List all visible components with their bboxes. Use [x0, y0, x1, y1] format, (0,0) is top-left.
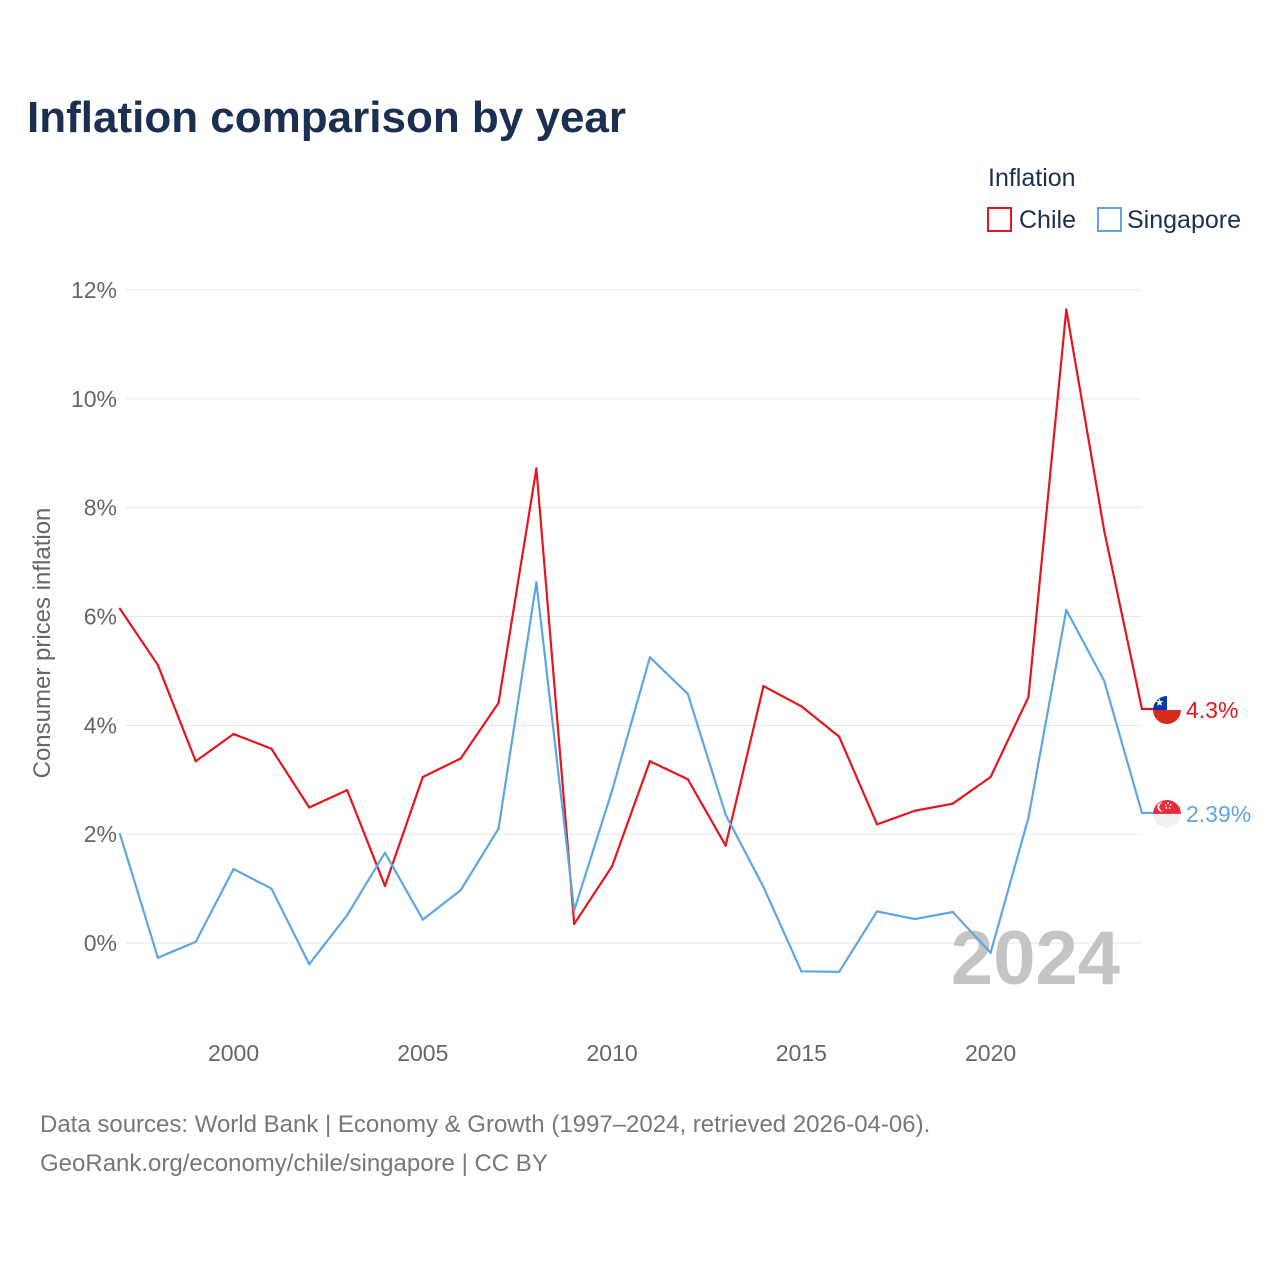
data-point-chile: [1140, 707, 1144, 711]
x-tick-label: 2020: [965, 1040, 1016, 1066]
data-point-chile: [118, 607, 122, 611]
end-markers: 4.3% 2.39%: [1153, 696, 1251, 828]
data-point-singapore: [1102, 679, 1106, 682]
data-point-singapore: [194, 940, 197, 944]
data-point-chile: [875, 823, 879, 826]
data-point-singapore: [270, 887, 273, 890]
legend-swatch: [1097, 207, 1122, 232]
series-lines: [118, 308, 1160, 974]
y-tick-label: 4%: [84, 712, 117, 738]
y-tick-label: 2%: [84, 821, 117, 847]
data-point-chile: [497, 701, 500, 705]
data-point-chile: [762, 684, 765, 688]
data-point-singapore: [686, 692, 689, 695]
data-point-singapore: [535, 581, 538, 584]
data-point-singapore: [800, 970, 803, 973]
current-year-watermark: 2024: [951, 916, 1120, 1001]
x-tick-label: 2015: [776, 1040, 827, 1066]
data-point-singapore: [875, 910, 879, 913]
data-point-chile: [345, 788, 349, 792]
data-point-chile: [951, 802, 954, 805]
legend-item-chile[interactable]: Chile: [987, 206, 1076, 234]
data-point-chile: [800, 705, 803, 708]
data-point-chile: [459, 757, 462, 760]
data-point-singapore: [837, 970, 841, 974]
data-point-singapore: [610, 789, 614, 792]
y-tick-label: 8%: [84, 495, 117, 521]
data-point-singapore: [762, 885, 765, 889]
series-line-singapore: [118, 581, 1160, 973]
x-tick-label: 2005: [397, 1040, 448, 1066]
data-point-singapore: [724, 813, 727, 816]
data-point-chile: [535, 467, 538, 470]
data-point-singapore: [308, 963, 311, 966]
data-point-chile: [724, 844, 727, 847]
data-point-singapore: [497, 827, 500, 830]
data-point-singapore: [989, 951, 992, 954]
data-point-chile: [648, 760, 652, 763]
y-tick-label: 10%: [71, 386, 117, 412]
data-point-chile: [421, 775, 425, 779]
gridlines: [126, 289, 1142, 944]
data-point-chile: [1102, 529, 1106, 532]
source-line-1: Data sources: World Bank | Economy & Gro…: [40, 1111, 930, 1138]
data-point-chile: [989, 775, 992, 779]
x-axis-ticks: 2000 2005 2010 2015 2020: [208, 1040, 1016, 1066]
x-tick-label: 2000: [208, 1040, 259, 1066]
data-point-chile: [270, 747, 273, 750]
data-point-chile: [1065, 308, 1068, 311]
data-point-singapore: [951, 910, 954, 914]
data-point-singapore: [573, 909, 576, 912]
data-point-singapore: [1065, 608, 1068, 612]
data-point-singapore: [345, 914, 349, 917]
data-point-chile: [686, 778, 689, 781]
data-point-singapore: [232, 867, 235, 871]
y-tick-label: 0%: [84, 930, 117, 956]
data-point-singapore: [156, 956, 160, 959]
legend-label: Singapore: [1127, 206, 1241, 234]
data-point-singapore: [1140, 811, 1144, 815]
legend-swatch: [987, 207, 1012, 232]
data-point-chile: [156, 663, 160, 667]
source-line-2: GeoRank.org/economy/chile/singapore | CC…: [40, 1150, 548, 1177]
data-point-singapore: [1027, 816, 1030, 820]
data-point-singapore: [118, 832, 122, 836]
data-point-chile: [194, 760, 197, 763]
legend[interactable]: Chile Singapore: [987, 206, 1241, 234]
data-point-singapore: [421, 918, 425, 921]
chart-title: Inflation comparison by year: [27, 93, 626, 142]
data-point-chile: [573, 922, 576, 926]
legend-label: Chile: [1019, 206, 1076, 234]
y-tick-label: 6%: [84, 604, 117, 630]
legend-title: Inflation: [988, 164, 1076, 192]
y-tick-label: 12%: [71, 277, 117, 303]
legend-item-singapore[interactable]: Singapore: [1097, 206, 1241, 234]
data-point-chile: [610, 865, 614, 868]
singapore-flag-icon: [1153, 799, 1181, 828]
y-axis-ticks: 0% 2% 4% 6% 8% 10% 12%: [71, 277, 117, 956]
chile-flag-icon: [1153, 696, 1181, 725]
data-point-singapore: [648, 656, 652, 659]
data-point-singapore: [913, 917, 917, 921]
data-point-chile: [383, 884, 387, 888]
x-tick-label: 2010: [586, 1040, 637, 1066]
data-point-singapore: [383, 851, 387, 854]
data-point-chile: [913, 809, 917, 812]
data-point-chile: [1027, 695, 1030, 699]
data-point-chile: [308, 806, 311, 809]
y-axis-label: Consumer prices inflation: [29, 508, 56, 779]
data-point-singapore: [459, 889, 462, 892]
end-value-label-chile: 4.3%: [1186, 697, 1238, 723]
data-point-chile: [837, 735, 841, 738]
data-point-chile: [232, 732, 235, 736]
end-value-label-singapore: 2.39%: [1186, 801, 1251, 827]
